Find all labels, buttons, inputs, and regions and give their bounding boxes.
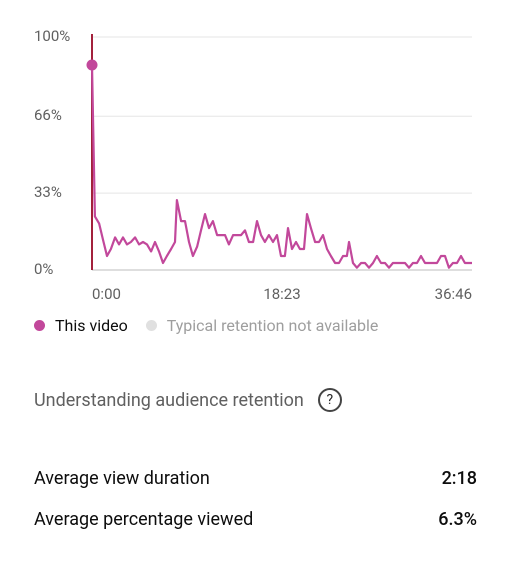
stat-value: 2:18 <box>441 468 477 489</box>
legend: This video Typical retention not availab… <box>34 316 378 335</box>
stat-row: Average view duration 2:18 <box>34 468 477 489</box>
legend-marker <box>145 320 157 331</box>
section-header: Understanding audience retention ? <box>34 388 342 412</box>
stat-label: Average percentage viewed <box>34 509 254 530</box>
x-tick-label: 0:00 <box>92 285 121 303</box>
y-tick-label: 0% <box>34 260 53 278</box>
x-tick-label: 18:23 <box>263 285 300 303</box>
chart: 0% 33% 66% 100% 0:00 18:23 36:46 <box>34 27 472 303</box>
legend-label: This video <box>55 316 128 335</box>
y-tick-label: 100% <box>34 27 70 45</box>
series-line <box>90 64 472 269</box>
section-title: Understanding audience retention <box>34 389 304 411</box>
y-tick-label: 66% <box>34 106 62 124</box>
start-point <box>86 59 98 71</box>
y-tick-label: 33% <box>34 183 62 201</box>
legend-label: Typical retention not available <box>166 316 379 335</box>
stat-row: Average percentage viewed 6.3% <box>34 509 477 530</box>
stat-label: Average view duration <box>34 468 210 489</box>
help-button[interactable]: ? <box>317 388 342 412</box>
legend-marker <box>34 320 45 331</box>
x-tick-label: 36:46 <box>435 285 472 303</box>
stat-value: 6.3% <box>438 509 477 530</box>
